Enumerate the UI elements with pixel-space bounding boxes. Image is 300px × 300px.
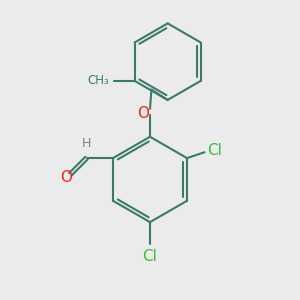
Text: O: O — [137, 106, 149, 121]
Text: CH₃: CH₃ — [88, 74, 110, 87]
Text: Cl: Cl — [207, 143, 222, 158]
Text: H: H — [82, 137, 91, 150]
Text: Cl: Cl — [142, 249, 158, 264]
Text: O: O — [60, 170, 72, 185]
